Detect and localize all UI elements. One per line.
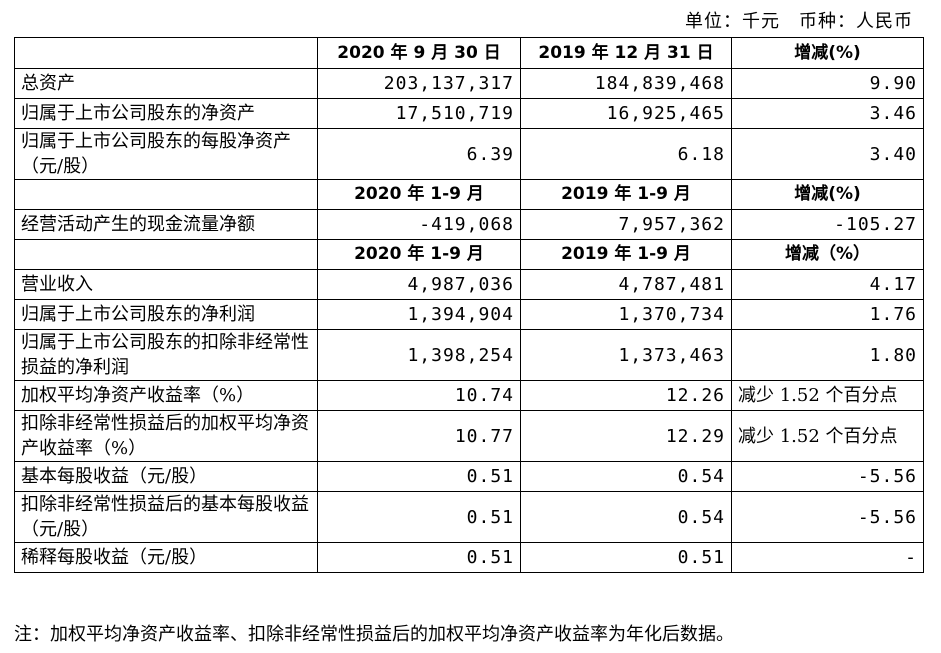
row-label: 总资产 [14, 68, 318, 99]
header-cell [14, 239, 318, 270]
table-row: 加权平均净资产收益率（%） 10.74 12.26 减少 1.52 个百分点 [14, 380, 924, 411]
cell-value: 0.54 [520, 461, 732, 492]
header-cell: 增减(%) [731, 37, 924, 69]
cell-value: 9.90 [731, 68, 924, 99]
cell-value: -5.56 [731, 461, 924, 492]
header-cell [14, 179, 318, 210]
cell-value: 184,839,468 [520, 68, 732, 99]
row-label: 归属于上市公司股东的扣除非经常性损益的净利润 [14, 329, 318, 381]
cell-value: 4,787,481 [520, 269, 732, 300]
table-row: 归属于上市公司股东的净利润 1,394,904 1,370,734 1.76 [14, 299, 924, 330]
header-cell: 2019 年 1-9 月 [520, 179, 732, 210]
cell-value: - [731, 542, 924, 573]
row-label: 归属于上市公司股东的每股净资产（元/股） [14, 128, 318, 180]
row-label: 营业收入 [14, 269, 318, 300]
cell-value: 3.40 [731, 128, 924, 180]
cell-value: 12.26 [520, 380, 732, 411]
cell-value: 17,510,719 [317, 98, 521, 129]
cell-value: 1,398,254 [317, 329, 521, 381]
cell-value: 0.51 [317, 542, 521, 573]
row-label: 经营活动产生的现金流量净额 [14, 209, 318, 240]
header-cell: 2020 年 9 月 30 日 [317, 37, 521, 69]
table-row: 基本每股收益（元/股） 0.51 0.54 -5.56 [14, 461, 924, 492]
cell-value: 3.46 [731, 98, 924, 129]
table-header-row: 2020 年 9 月 30 日 2019 年 12 月 31 日 增减(%) [14, 37, 924, 69]
row-label: 加权平均净资产收益率（%） [14, 380, 318, 411]
cell-value: 减少 1.52 个百分点 [731, 410, 924, 462]
cell-value: 10.74 [317, 380, 521, 411]
cell-value: 减少 1.52 个百分点 [731, 380, 924, 411]
unit-currency-line: 单位：千元 币种：人民币 [685, 11, 913, 32]
cell-value: 4.17 [731, 269, 924, 300]
row-label: 归属于上市公司股东的净资产 [14, 98, 318, 129]
footnote: 注：加权平均净资产收益率、扣除非经常性损益后的加权平均净资产收益率为年化后数据。 [14, 624, 734, 645]
cell-value: 10.77 [317, 410, 521, 462]
cell-value: 16,925,465 [520, 98, 732, 129]
row-label: 扣除非经常性损益后的加权平均净资产收益率（%） [14, 410, 318, 462]
header-cell: 2020 年 1-9 月 [317, 179, 521, 210]
header-cell [14, 37, 318, 69]
row-label: 归属于上市公司股东的净利润 [14, 299, 318, 330]
row-label: 稀释每股收益（元/股） [14, 542, 318, 573]
cell-value: 0.51 [317, 491, 521, 543]
table-row: 稀释每股收益（元/股） 0.51 0.51 - [14, 542, 924, 573]
financial-data-table: 2020 年 9 月 30 日 2019 年 12 月 31 日 增减(%) 总… [14, 37, 924, 573]
cell-value: 6.39 [317, 128, 521, 180]
table-row: 总资产 203,137,317 184,839,468 9.90 [14, 68, 924, 99]
cell-value: 12.29 [520, 410, 732, 462]
cell-value: 1.76 [731, 299, 924, 330]
cell-value: 203,137,317 [317, 68, 521, 99]
cell-value: 0.51 [520, 542, 732, 573]
header-cell: 2019 年 12 月 31 日 [520, 37, 732, 69]
header-cell: 增减(%) [731, 179, 924, 210]
table-header-row: 2020 年 1-9 月 2019 年 1-9 月 增减（%） [14, 239, 924, 270]
cell-value: 1,370,734 [520, 299, 732, 330]
table-row: 扣除非经常性损益后的加权平均净资产收益率（%） 10.77 12.29 减少 1… [14, 410, 924, 462]
cell-value: 0.54 [520, 491, 732, 543]
table-row: 营业收入 4,987,036 4,787,481 4.17 [14, 269, 924, 300]
table-row: 归属于上市公司股东的净资产 17,510,719 16,925,465 3.46 [14, 98, 924, 129]
row-label: 扣除非经常性损益后的基本每股收益（元/股） [14, 491, 318, 543]
table-row: 归属于上市公司股东的每股净资产（元/股） 6.39 6.18 3.40 [14, 128, 924, 180]
table-row: 经营活动产生的现金流量净额 -419,068 7,957,362 -105.27 [14, 209, 924, 240]
table-row: 扣除非经常性损益后的基本每股收益（元/股） 0.51 0.54 -5.56 [14, 491, 924, 543]
row-label: 基本每股收益（元/股） [14, 461, 318, 492]
cell-value: 1,373,463 [520, 329, 732, 381]
cell-value: -419,068 [317, 209, 521, 240]
cell-value: 4,987,036 [317, 269, 521, 300]
header-cell: 2019 年 1-9 月 [520, 239, 732, 270]
cell-value: 1,394,904 [317, 299, 521, 330]
cell-value: 0.51 [317, 461, 521, 492]
cell-value: 6.18 [520, 128, 732, 180]
cell-value: 1.80 [731, 329, 924, 381]
table-row: 归属于上市公司股东的扣除非经常性损益的净利润 1,398,254 1,373,4… [14, 329, 924, 381]
table-header-row: 2020 年 1-9 月 2019 年 1-9 月 增减(%) [14, 179, 924, 210]
cell-value: -5.56 [731, 491, 924, 543]
cell-value: -105.27 [731, 209, 924, 240]
header-cell: 增减（%） [731, 239, 924, 270]
cell-value: 7,957,362 [520, 209, 732, 240]
header-cell: 2020 年 1-9 月 [317, 239, 521, 270]
